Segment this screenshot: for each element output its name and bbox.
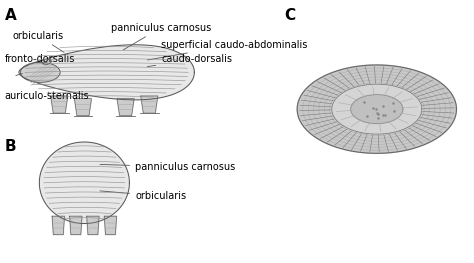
Polygon shape [43, 59, 52, 65]
Text: caudo-dorsalis: caudo-dorsalis [147, 54, 232, 67]
Text: fronto-dorsalis: fronto-dorsalis [5, 54, 75, 64]
Text: B: B [5, 139, 17, 154]
Polygon shape [332, 84, 422, 134]
Text: superficial caudo-abdominalis: superficial caudo-abdominalis [147, 40, 308, 60]
Polygon shape [51, 96, 68, 113]
Polygon shape [74, 99, 91, 116]
Text: C: C [284, 8, 295, 23]
Text: orbicularis: orbicularis [100, 191, 186, 201]
Polygon shape [117, 99, 134, 116]
Polygon shape [297, 65, 456, 153]
Text: panniculus carnosus: panniculus carnosus [100, 162, 235, 172]
Text: panniculus carnosus: panniculus carnosus [111, 23, 211, 50]
Text: orbicularis: orbicularis [12, 31, 64, 52]
Text: A: A [5, 8, 17, 23]
Polygon shape [52, 216, 64, 235]
Text: auriculo-sternalis: auriculo-sternalis [5, 91, 90, 101]
Polygon shape [87, 216, 99, 235]
Polygon shape [39, 142, 129, 224]
Polygon shape [104, 216, 117, 235]
Polygon shape [70, 216, 82, 235]
Polygon shape [19, 45, 194, 100]
Polygon shape [351, 95, 403, 124]
Polygon shape [20, 62, 60, 82]
Polygon shape [141, 96, 158, 113]
